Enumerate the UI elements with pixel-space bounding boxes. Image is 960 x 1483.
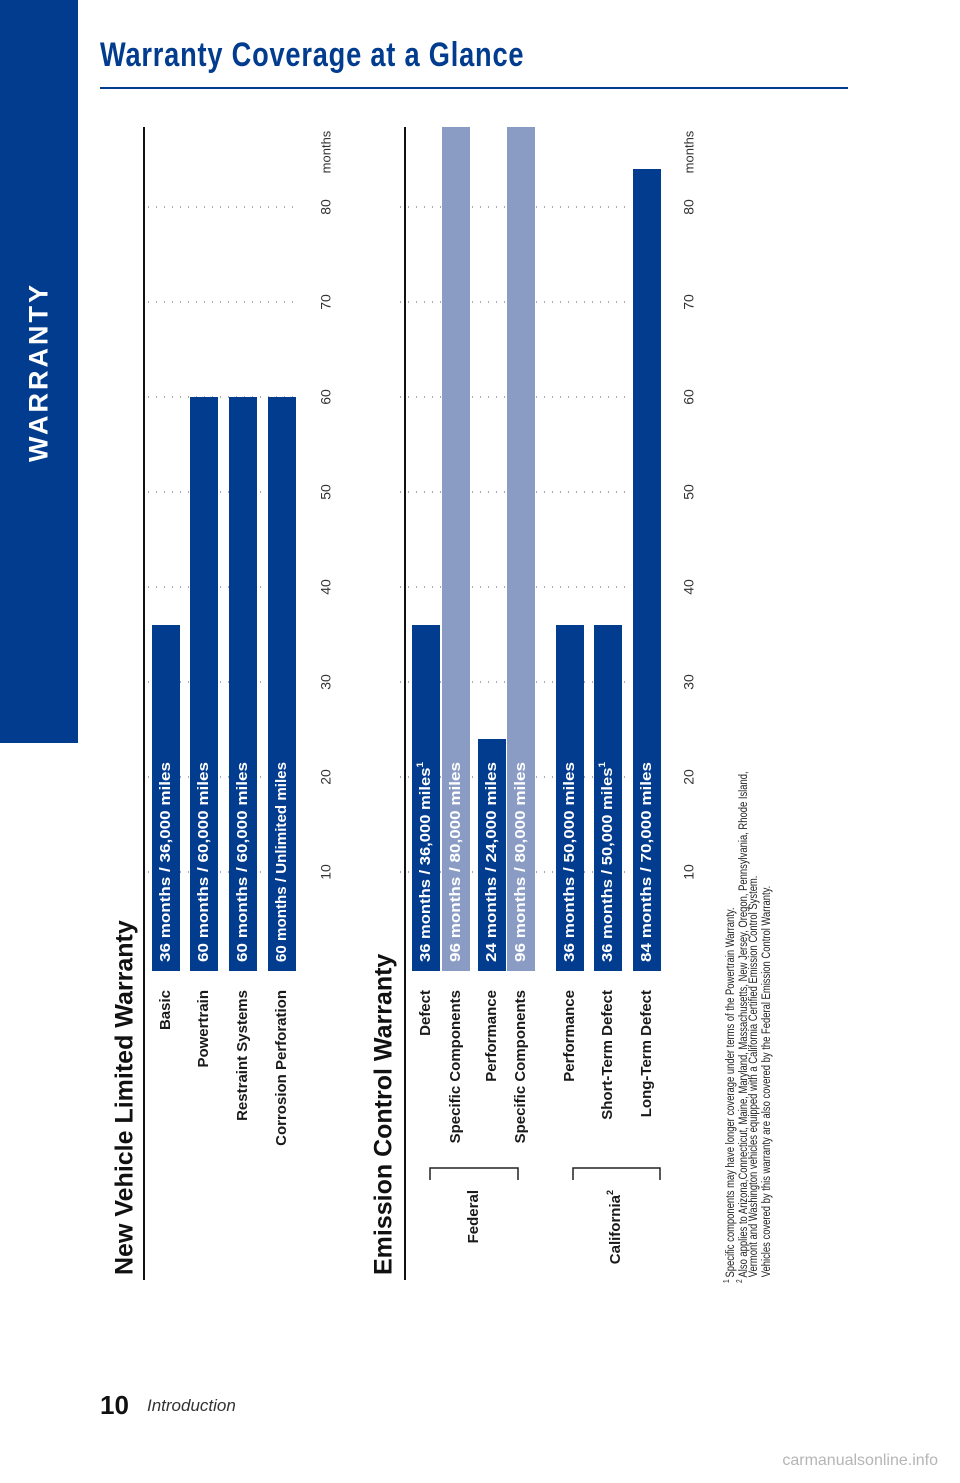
emission-bar (594, 625, 622, 971)
emission-bar-value: 84 months / 70,000 miles (638, 762, 655, 962)
emission-bar-label: Defect (417, 990, 434, 1036)
emission-bar (442, 127, 470, 971)
new-vehicle-bar (268, 397, 296, 971)
watermark: carmanualsonline.info (782, 1452, 938, 1469)
emission-bar-label: Specific Components (512, 990, 529, 1143)
new-vehicle-bar-value: 60 months / 60,000 miles (195, 762, 212, 962)
section-name: Introduction (147, 1396, 236, 1415)
new-vehicle-bar (190, 397, 218, 971)
emission-bar (633, 169, 661, 971)
group-label: Federal (465, 1190, 482, 1243)
emission-bar (412, 625, 440, 971)
emission-tick-label: 70 (681, 294, 697, 310)
emission-bar-value: 96 months / 80,000 miles (447, 762, 464, 962)
emission-tick-label: 80 (681, 199, 697, 215)
group-bracket (429, 1167, 519, 1180)
group-bracket (572, 1167, 661, 1180)
new-vehicle-tick-label: 40 (318, 579, 334, 595)
emission-chart-title: Emission Control Warranty (370, 954, 398, 1275)
emission-bar (556, 625, 584, 971)
new-vehicle-tick-label: 50 (318, 484, 334, 500)
new-vehicle-bar-value: 36 months / 36,000 miles (157, 762, 174, 962)
side-tab: WARRANTY (0, 0, 78, 743)
emission-bar-label: Short-Term Defect (599, 990, 616, 1120)
new-vehicle-tick-label: 60 (318, 389, 334, 405)
emission-bar-value: 36 months / 50,000 miles (561, 762, 578, 962)
emission-bar-label: Performance (561, 990, 578, 1082)
page-title: Warranty Coverage at a Glance (100, 36, 525, 74)
emission-tick-label: 30 (681, 674, 697, 690)
title-rule (100, 87, 848, 89)
emission-bar-label: Specific Components (447, 990, 464, 1143)
emission-bar (478, 739, 506, 971)
new-vehicle-tick-label: 70 (318, 294, 334, 310)
new-vehicle-bar-value: 60 months / 60,000 miles (234, 762, 251, 962)
group-label: California2 (605, 1190, 624, 1264)
new-vehicle-tick-label: 20 (318, 769, 334, 785)
emission-bar-value: 36 months / 36,000 miles1 (415, 762, 434, 962)
new-vehicle-bar-label: Basic (157, 990, 174, 1030)
emission-tick-label: 20 (681, 769, 697, 785)
new-vehicle-bar-value: 60 months / Unlimited miles (273, 762, 290, 962)
new-vehicle-chart-title: New Vehicle Limited Warranty (111, 920, 139, 1275)
new-vehicle-bar (229, 397, 257, 971)
new-vehicle-bar (152, 625, 180, 971)
emission-tick-label: 40 (681, 579, 697, 595)
emission-bar-label: Long-Term Defect (638, 990, 655, 1117)
new-vehicle-tick-label: 80 (318, 199, 334, 215)
emission-bar-label: Performance (483, 990, 500, 1082)
emission-tick-label: 60 (681, 389, 697, 405)
emission-tick-label: 50 (681, 484, 697, 500)
emission-axis-unit: months (681, 130, 696, 173)
emission-bar-value: 36 months / 50,000 miles1 (597, 762, 616, 962)
emission-bar-value: 24 months / 24,000 miles (483, 762, 500, 962)
page-number: 10 (100, 1390, 129, 1420)
emission-tick-label: 10 (681, 864, 697, 880)
new-vehicle-bar-label: Restraint Systems (234, 990, 251, 1121)
new-vehicle-tick-label: 10 (318, 864, 334, 880)
new-vehicle-axis-unit: months (318, 130, 333, 173)
new-vehicle-tick-label: 30 (318, 674, 334, 690)
new-vehicle-bar-label: Corrosion Perforation (273, 990, 290, 1146)
emission-bar-value: 96 months / 80,000 miles (512, 762, 529, 962)
new-vehicle-bar-label: Powertrain (195, 990, 212, 1068)
emission-bar (507, 127, 535, 971)
